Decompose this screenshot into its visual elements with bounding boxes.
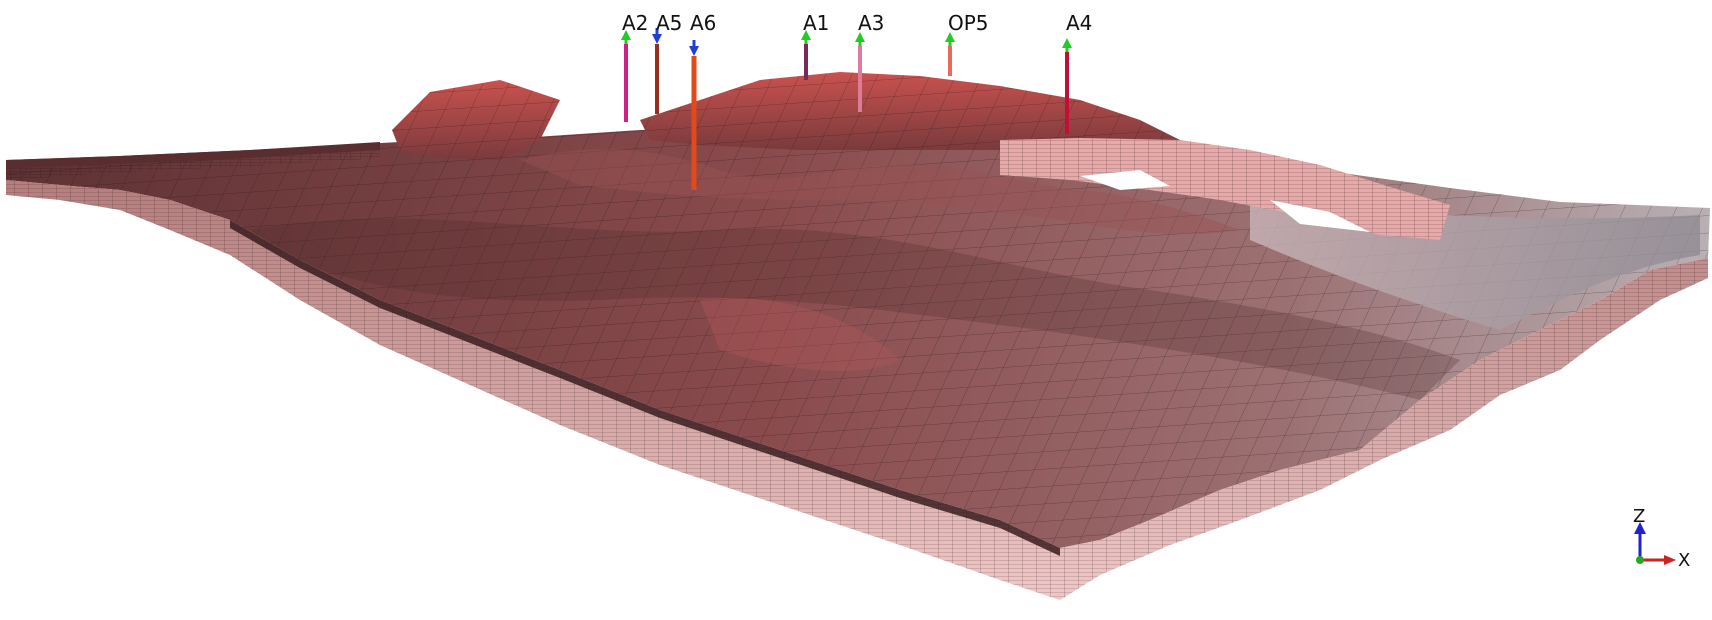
surface-highlight xyxy=(700,298,900,371)
wells-layer: A2 A5 A6 A1 A3 OP5 A4 xyxy=(621,11,1092,190)
producer-arrow-icon xyxy=(801,30,811,40)
well-label: A6 xyxy=(690,11,716,35)
well-label: A5 xyxy=(656,11,682,35)
well-label: A1 xyxy=(803,11,829,35)
injector-arrow-icon xyxy=(652,34,662,44)
producer-arrow-icon xyxy=(855,32,865,42)
well-a3[interactable]: A3 xyxy=(855,11,884,112)
well-a2[interactable]: A2 xyxy=(621,11,648,122)
surface-right-light xyxy=(1250,200,1700,330)
well-a6[interactable]: A6 xyxy=(689,11,716,190)
axis-triad: Z X xyxy=(1633,506,1690,571)
producer-arrow-icon xyxy=(1062,38,1072,48)
back-hill-left-mesh xyxy=(392,80,560,160)
producer-arrow-icon xyxy=(621,30,631,40)
z-axis-label: Z xyxy=(1633,506,1645,527)
well-label: A3 xyxy=(858,11,884,35)
well-label: OP5 xyxy=(948,11,989,35)
back-ridge-wall-layers xyxy=(1000,138,1450,240)
well-a1[interactable]: A1 xyxy=(801,11,829,80)
z-axis-arrow xyxy=(1634,522,1646,534)
surface-shade-band xyxy=(250,218,1460,400)
well-label: A2 xyxy=(622,11,648,35)
back-ridge-main-mesh xyxy=(640,72,1180,150)
injector-arrow-icon xyxy=(689,46,699,56)
well-a5[interactable]: A5 xyxy=(652,11,682,114)
grid-front-layers xyxy=(6,180,1708,600)
mid-hills xyxy=(520,149,1240,235)
well-a4[interactable]: A4 xyxy=(1062,11,1092,134)
axis-origin xyxy=(1636,556,1644,564)
x-axis-arrow xyxy=(1664,555,1676,565)
back-gap-white xyxy=(1080,170,1370,232)
grid-left-edge xyxy=(6,142,380,168)
well-op5[interactable]: OP5 xyxy=(945,11,989,76)
grid-left-edge-layers xyxy=(6,150,380,180)
producer-arrow-icon xyxy=(945,32,955,42)
x-axis-label: X xyxy=(1678,550,1690,571)
well-label: A4 xyxy=(1066,11,1092,35)
